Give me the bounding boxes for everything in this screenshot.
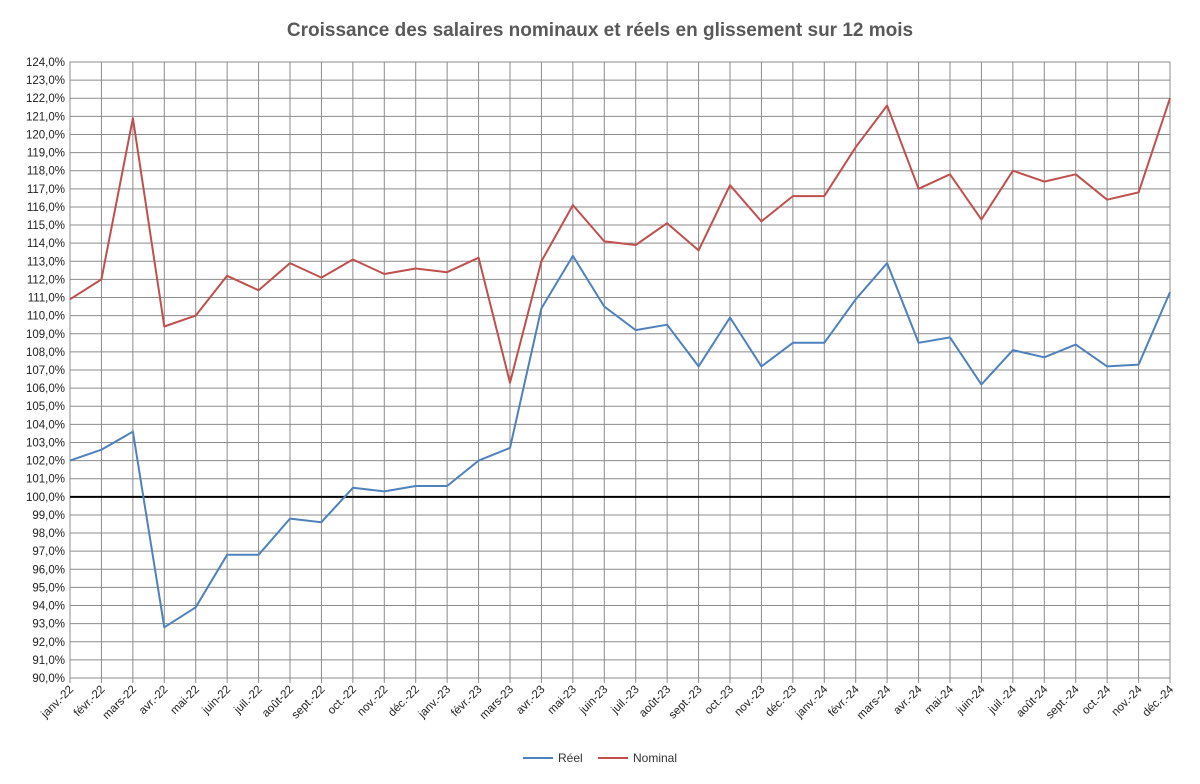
- x-tick-label: juin-22: [200, 684, 234, 718]
- x-tick-label: sept.-24: [1044, 683, 1082, 721]
- x-axis-ticks: janv.-22févr.-22mars-22avr.-22mai-22juin…: [39, 683, 1177, 722]
- x-tick-label: oct.-22: [326, 684, 359, 717]
- y-tick-label: 110,0%: [27, 311, 65, 323]
- series-line-nominal: [69, 97, 1171, 384]
- x-tick-label: janv.-23: [416, 684, 454, 722]
- y-tick-label: 116,0%: [27, 202, 65, 214]
- y-tick-label: 95,0%: [32, 582, 65, 594]
- y-tick-label: 105,0%: [26, 401, 65, 413]
- y-tick-label: 102,0%: [26, 456, 65, 468]
- x-tick-label: nov.-24: [1110, 683, 1145, 718]
- x-tick-label: juin-24: [954, 683, 988, 717]
- x-tick-label: déc.-23: [763, 684, 799, 720]
- y-tick-label: 120,0%: [26, 129, 65, 141]
- y-tick-label: 96,0%: [32, 564, 65, 576]
- grid: [69, 61, 1171, 683]
- x-tick-label: juin-23: [577, 684, 611, 718]
- y-tick-label: 107,0%: [26, 365, 65, 377]
- y-tick-label: 99,0%: [32, 510, 65, 522]
- y-tick-label: 90,0%: [32, 673, 65, 685]
- x-tick-label: nov.-23: [733, 684, 768, 719]
- y-tick-label: 121,0%: [26, 111, 65, 123]
- y-tick-label: 122,0%: [26, 93, 65, 105]
- x-tick-label: déc.-22: [386, 684, 422, 720]
- y-tick-label: 101,0%: [26, 474, 65, 486]
- x-tick-label: mars-22: [101, 684, 139, 722]
- plot-border: [69, 61, 1171, 679]
- y-tick-label: 124,0%: [26, 57, 65, 69]
- y-tick-label: 119,0%: [27, 148, 65, 160]
- x-tick-label: janv.-24: [793, 683, 831, 721]
- x-tick-label: mars-23: [478, 684, 516, 722]
- y-tick-label: 92,0%: [32, 637, 65, 649]
- y-tick-label: 104,0%: [26, 419, 65, 431]
- x-tick-label: avr.-23: [514, 684, 547, 717]
- x-tick-label: nov.-22: [355, 684, 390, 719]
- y-tick-label: 123,0%: [26, 75, 65, 87]
- x-tick-label: sept.-23: [667, 684, 705, 722]
- y-tick-label: 100,0%: [26, 492, 65, 504]
- x-tick-label: sept.-22: [290, 684, 328, 722]
- y-axis-ticks: 90,0% 91,0% 92,0% 93,0% 94,0% 95,0% 96,0% 97,0%…: [26, 57, 65, 685]
- x-tick-label: oct.-24: [1080, 683, 1114, 717]
- y-tick-label: 113,0%: [27, 256, 65, 268]
- y-tick-label: 103,0%: [26, 437, 65, 449]
- legend: Réel Nominal: [523, 751, 677, 765]
- x-tick-label: janv.-22: [39, 684, 77, 722]
- x-tick-label: avr.-22: [137, 684, 170, 717]
- x-tick-label: mai-24: [923, 683, 957, 717]
- y-tick-label: 118,0%: [27, 166, 65, 178]
- y-tick-label: 111,0%: [28, 293, 65, 305]
- x-tick-label: avr.-24: [891, 683, 925, 717]
- y-tick-label: 109,0%: [26, 329, 65, 341]
- x-tick-label: mai-23: [546, 684, 579, 717]
- series-line-r-el: [69, 254, 1171, 629]
- y-tick-label: 117,0%: [27, 184, 65, 196]
- y-tick-label: 93,0%: [32, 619, 65, 631]
- y-tick-label: 114,0%: [27, 238, 65, 250]
- chart-title: Croissance des salaires nominaux et réel…: [287, 20, 913, 41]
- x-tick-label: oct.-23: [703, 684, 736, 717]
- x-tick-label: mai-22: [168, 684, 201, 717]
- y-tick-label: 94,0%: [32, 601, 65, 613]
- y-tick-label: 108,0%: [26, 347, 65, 359]
- y-tick-label: 91,0%: [32, 655, 65, 667]
- y-tick-label: 98,0%: [32, 528, 65, 540]
- x-tick-label: mars-24: [855, 683, 894, 722]
- legend-label: Nominal: [633, 751, 677, 765]
- y-tick-label: 106,0%: [26, 383, 65, 395]
- y-tick-label: 112,0%: [27, 274, 65, 286]
- series-lines: [69, 97, 1171, 629]
- x-tick-label: déc.-24: [1141, 683, 1177, 719]
- y-tick-label: 97,0%: [32, 546, 65, 558]
- legend-label: Réel: [558, 751, 583, 765]
- y-tick-label: 115,0%: [27, 220, 65, 232]
